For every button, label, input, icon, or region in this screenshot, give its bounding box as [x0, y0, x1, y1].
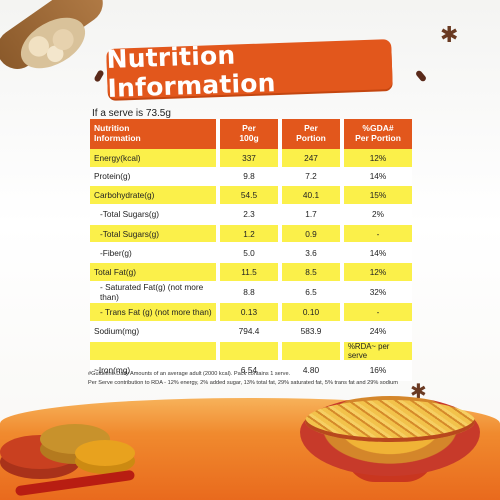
per-portion-value: 8.5 — [282, 263, 344, 282]
table-row: ~Iron(mg) 6.54 4.80 16% — [90, 360, 412, 381]
table-row: Total Fat(g) 11.5 8.5 12% — [90, 263, 412, 282]
per-portion-value — [282, 341, 344, 361]
rda-value: 16% — [344, 360, 412, 381]
per-portion-value: 1.7 — [282, 204, 344, 225]
gda-value: - — [344, 224, 412, 244]
table-row: - Trans Fat (g) (not more than) 0.13 0.1… — [90, 302, 412, 322]
per-100g-value: 794.4 — [220, 321, 282, 342]
nutrient-name: -Total Sugars(g) — [90, 204, 220, 225]
nutrient-name: -Fiber(g) — [90, 243, 220, 264]
table-row: %RDA~ per serve — [90, 341, 412, 361]
gda-value: 2% — [344, 204, 412, 225]
star-anise-icon: ✱ — [440, 22, 459, 47]
nutrient-name: Total Fat(g) — [90, 263, 220, 282]
turmeric-powder-bowl-image — [75, 440, 135, 466]
serve-size-note: If a serve is 73.5g — [92, 108, 171, 119]
per-portion-value: 4.80 — [282, 360, 344, 381]
header-per-100g: Per 100g — [220, 119, 282, 149]
header-gda: %GDA# Per Portion — [344, 119, 412, 149]
page-title: Nutrition Information — [106, 40, 277, 103]
per-100g-value: 1.2 — [220, 224, 282, 244]
per-100g-value — [220, 341, 282, 361]
rda-header: %RDA~ per serve — [344, 341, 412, 361]
gda-value: 14% — [344, 243, 412, 264]
per-100g-value: 54.5 — [220, 186, 282, 205]
per-100g-value: 8.8 — [220, 281, 282, 303]
table-row: -Fiber(g) 5.0 3.6 14% — [90, 243, 412, 264]
nutrient-name: Energy(kcal) — [90, 149, 220, 168]
noodles-image — [305, 400, 475, 442]
per-portion-value: 247 — [282, 149, 344, 168]
gda-value: 24% — [344, 321, 412, 342]
table-row: Protein(g) 9.8 7.2 14% — [90, 167, 412, 187]
footnote-rda: Per Serve contribution to RDA - 12% ener… — [88, 380, 398, 386]
per-portion-value: 0.9 — [282, 224, 344, 244]
nutrient-name: - Trans Fat (g) (not more than) — [90, 302, 220, 322]
nutrient-name: Carbohydrate(g) — [90, 186, 220, 205]
header-nutrition-label: Nutrition Information — [94, 123, 141, 143]
table-row: -Total Sugars(g) 2.3 1.7 2% — [90, 204, 412, 225]
per-portion-value: 6.5 — [282, 281, 344, 303]
header-per-portion-label: Per Portion — [296, 123, 326, 143]
per-100g-value: 0.13 — [220, 302, 282, 322]
per-100g-value: 337 — [220, 149, 282, 168]
nutrient-name: -Total Sugars(g) — [90, 224, 220, 244]
table-row: Energy(kcal) 337 247 12% — [90, 149, 412, 168]
gda-value: 12% — [344, 149, 412, 168]
nutrient-name: Sodium(mg) — [90, 321, 220, 342]
per-100g-value: 9.8 — [220, 167, 282, 187]
per-portion-value: 40.1 — [282, 186, 344, 205]
per-100g-value: 11.5 — [220, 263, 282, 282]
per-100g-value: 5.0 — [220, 243, 282, 264]
gda-value: - — [344, 302, 412, 322]
clove-icon — [93, 69, 105, 83]
title-banner: Nutrition Information — [106, 39, 393, 103]
table-row: - Saturated Fat(g) (not more than) 8.8 6… — [90, 281, 412, 303]
clove-icon — [414, 69, 428, 83]
nutrient-name: - Saturated Fat(g) (not more than) — [90, 281, 220, 303]
gda-value: 14% — [344, 167, 412, 187]
per-portion-value: 583.9 — [282, 321, 344, 342]
gda-value: 32% — [344, 281, 412, 303]
header-nutrition: Nutrition Information — [90, 119, 220, 149]
per-100g-value: 6.54 — [220, 360, 282, 381]
per-portion-value: 7.2 — [282, 167, 344, 187]
table-row: Carbohydrate(g) 54.5 40.1 15% — [90, 186, 412, 205]
per-100g-value: 2.3 — [220, 204, 282, 225]
table-row: Sodium(mg) 794.4 583.9 24% — [90, 321, 412, 342]
table-row: -Total Sugars(g) 1.2 0.9 - — [90, 224, 412, 244]
header-gda-label: %GDA# Per Portion — [355, 123, 401, 143]
header-per-100g-label: Per 100g — [239, 123, 259, 143]
nutrient-name: Protein(g) — [90, 167, 220, 187]
nutrition-table: Nutrition Information Per 100g Per Porti… — [90, 119, 412, 381]
footnote-gda: #Guideline Daily Amounts of an average a… — [88, 371, 291, 377]
nutrient-name — [90, 341, 220, 361]
gda-value: 12% — [344, 263, 412, 282]
nutrient-name: ~Iron(mg) — [90, 360, 220, 381]
header-per-portion: Per Portion — [282, 119, 344, 149]
per-portion-value: 0.10 — [282, 302, 344, 322]
table-header-row: Nutrition Information Per 100g Per Porti… — [90, 119, 412, 149]
gda-value: 15% — [344, 186, 412, 205]
per-portion-value: 3.6 — [282, 243, 344, 264]
